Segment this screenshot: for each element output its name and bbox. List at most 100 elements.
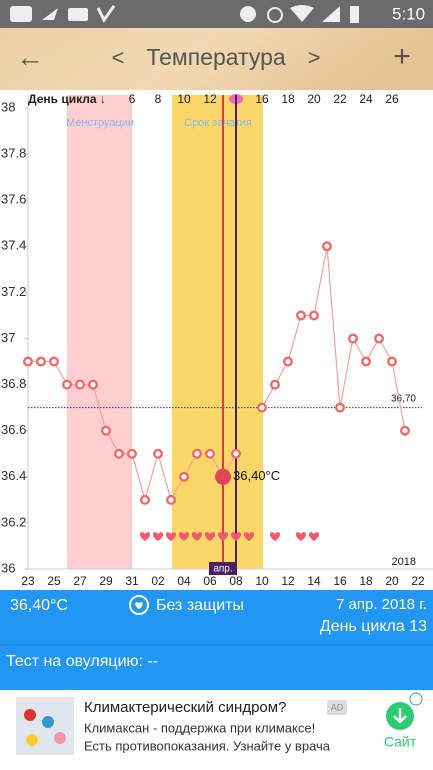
point — [49, 356, 60, 367]
point — [74, 379, 85, 390]
clock: 5:10 — [392, 4, 425, 23]
heart — [139, 532, 151, 541]
x-tick-label: 23 — [21, 574, 35, 588]
cycle-day-label: 26 — [385, 92, 399, 106]
x-tick-label: 22 — [411, 574, 425, 588]
point — [113, 448, 124, 459]
info-cycle-day: День цикла 13 — [320, 618, 427, 635]
cycle-day-label: 8 — [155, 92, 162, 106]
y-tick-label: 38 — [1, 99, 15, 114]
info-bar — [0, 590, 433, 690]
x-tick-label: 06 — [203, 574, 217, 588]
prev-button[interactable]: < — [112, 45, 125, 70]
point — [62, 379, 73, 390]
y-tick-label: 36.2 — [1, 514, 26, 529]
heart-button[interactable] — [129, 595, 149, 615]
ad-title: Климактерический синдром? — [84, 699, 286, 716]
ad-button[interactable]: Сайт — [384, 734, 417, 750]
heart — [165, 532, 177, 541]
month-label: апр. — [213, 564, 232, 575]
band — [172, 95, 263, 569]
band — [67, 95, 132, 569]
ad-info[interactable] — [409, 692, 423, 706]
band-label: Срок зачатия — [184, 117, 252, 129]
cycle-day-label: 18 — [281, 92, 295, 106]
point — [309, 310, 320, 321]
x-tick-label: 08 — [229, 574, 243, 588]
y-tick-label: 37 — [1, 330, 15, 345]
point — [296, 310, 307, 321]
heart — [308, 532, 320, 541]
heart — [295, 532, 307, 541]
y-tick-label: 37.4 — [1, 238, 26, 253]
point — [139, 494, 150, 505]
app-icon — [10, 6, 32, 22]
y-tick-label: 36 — [1, 560, 15, 575]
signal-icon — [322, 6, 340, 22]
cycle-day-label: 22 — [333, 92, 347, 106]
point — [152, 448, 163, 459]
point — [87, 379, 98, 390]
heart — [217, 532, 229, 541]
info-temperature: 36,40°C — [10, 597, 68, 614]
screen-title: Температура — [146, 44, 286, 70]
protection: Без защиты — [156, 597, 244, 614]
cycle-day-label: 10 — [177, 92, 191, 106]
point — [335, 402, 346, 413]
point — [178, 471, 189, 482]
y-tick-label: 37.6 — [1, 192, 26, 207]
app-bar — [0, 28, 433, 90]
y-tick-label: 36.6 — [1, 422, 26, 437]
heart — [178, 532, 190, 541]
point — [23, 356, 34, 367]
heart — [204, 532, 216, 541]
x-tick-label: 31 — [125, 574, 139, 588]
x-tick-label: 04 — [177, 574, 191, 588]
top-axis-title: День цикла ↓ — [28, 92, 106, 106]
y-tick-label: 36.4 — [1, 468, 26, 483]
battery-icon — [350, 6, 359, 23]
point — [36, 356, 47, 367]
dnd-icon — [240, 6, 256, 22]
point — [270, 379, 281, 390]
wifi-icon — [290, 5, 314, 22]
x-tick-label: 02 — [151, 574, 165, 588]
heart — [243, 532, 255, 541]
cycle-day-label: 12 — [203, 92, 217, 106]
cycle-day-label: 6 — [129, 92, 136, 106]
heart — [230, 532, 242, 541]
notif-icon — [42, 8, 58, 20]
point — [361, 356, 372, 367]
point — [204, 448, 215, 459]
point — [100, 425, 111, 436]
x-tick-label: 12 — [281, 574, 295, 588]
point — [387, 356, 398, 367]
ovulation-test[interactable]: Тест на овуляцию: -- — [6, 653, 158, 670]
y-tick-label: 37.8 — [1, 146, 26, 161]
back-button[interactable]: ← — [16, 41, 44, 72]
x-tick-label: 14 — [307, 574, 321, 588]
heart-icon — [135, 602, 143, 609]
point — [191, 448, 202, 459]
cycle-day-label: 20 — [307, 92, 321, 106]
cycle-day-label: 16 — [255, 92, 269, 106]
next-button[interactable]: > — [308, 45, 321, 70]
x-tick-label: 20 — [385, 574, 399, 588]
point — [400, 425, 411, 436]
point — [126, 448, 137, 459]
alarm-icon — [267, 7, 283, 23]
band-label: Менструации — [66, 117, 134, 129]
radio-icon — [68, 8, 88, 21]
point — [257, 402, 268, 413]
ad-line: Климаксан - поддержка при климаксе! — [84, 720, 315, 735]
point — [165, 494, 176, 505]
point — [283, 356, 294, 367]
point — [374, 333, 385, 344]
ad-line: Есть противопоказания. Узнайте у врача — [84, 738, 331, 753]
reference-label: 36,70 — [391, 393, 416, 404]
heart — [191, 532, 203, 541]
add-button[interactable]: + — [393, 40, 411, 73]
x-tick-label: 29 — [99, 574, 113, 588]
y-tick-label: 36.8 — [1, 376, 26, 391]
year-label: 2018 — [392, 556, 416, 568]
